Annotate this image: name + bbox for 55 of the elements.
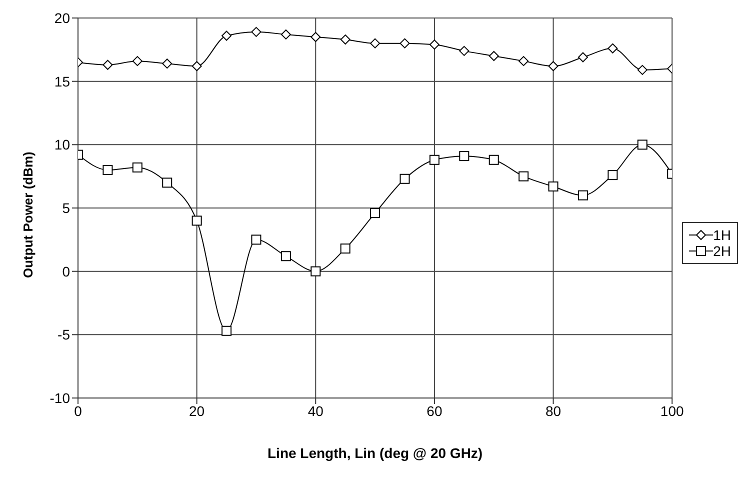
y-tick-label: 10: [54, 136, 70, 153]
point: [222, 30, 232, 41]
y-tick-label: 0: [62, 263, 70, 280]
y-tick-label: 20: [54, 10, 70, 26]
point: [548, 181, 558, 192]
point: [102, 60, 113, 70]
legend-label: 2H: [713, 243, 731, 259]
x-tick-label: 60: [426, 402, 442, 419]
point: [459, 151, 470, 162]
point: [459, 46, 470, 56]
y-tick-label: 5: [62, 200, 70, 216]
y-tick-label: -5: [58, 326, 70, 343]
point: [400, 174, 410, 184]
point: [340, 244, 350, 254]
point: [637, 64, 648, 75]
point: [132, 56, 142, 66]
x-tick-label: 0: [74, 402, 82, 419]
point: [132, 162, 142, 172]
point: [637, 140, 648, 150]
x-tick-label: 80: [545, 402, 562, 419]
point: [310, 32, 321, 42]
point: [340, 34, 350, 45]
x-axis-title: Line Length, Lin (deg @ 20 GHz): [268, 445, 483, 461]
point: [429, 40, 440, 50]
x-tick-label: 20: [189, 402, 205, 419]
point: [222, 326, 232, 336]
point: [280, 251, 291, 262]
point: [518, 171, 529, 182]
y-tick-label: -10: [50, 390, 70, 406]
point: [251, 26, 262, 37]
point: [400, 38, 410, 48]
point: [488, 51, 499, 61]
y-axis-title: Output Power (dBm): [20, 152, 36, 278]
point: [102, 165, 113, 175]
point: [162, 178, 172, 188]
point: [578, 190, 588, 200]
x-tick-label: 100: [660, 402, 684, 419]
point: [251, 234, 262, 245]
y-tick-label: 15: [54, 73, 70, 90]
point: [578, 52, 588, 62]
point: [280, 29, 291, 40]
point: [192, 61, 202, 72]
point: [608, 170, 618, 180]
point: [310, 266, 321, 276]
point: [518, 56, 529, 66]
point: [192, 216, 202, 226]
point: [548, 61, 558, 72]
point: [162, 58, 172, 69]
x-tick-label: 40: [308, 402, 324, 419]
point: [370, 208, 380, 218]
point: [429, 154, 440, 165]
legend-label: 1H: [713, 227, 731, 243]
point: [608, 43, 618, 54]
point: [370, 38, 380, 48]
point: [488, 154, 499, 165]
